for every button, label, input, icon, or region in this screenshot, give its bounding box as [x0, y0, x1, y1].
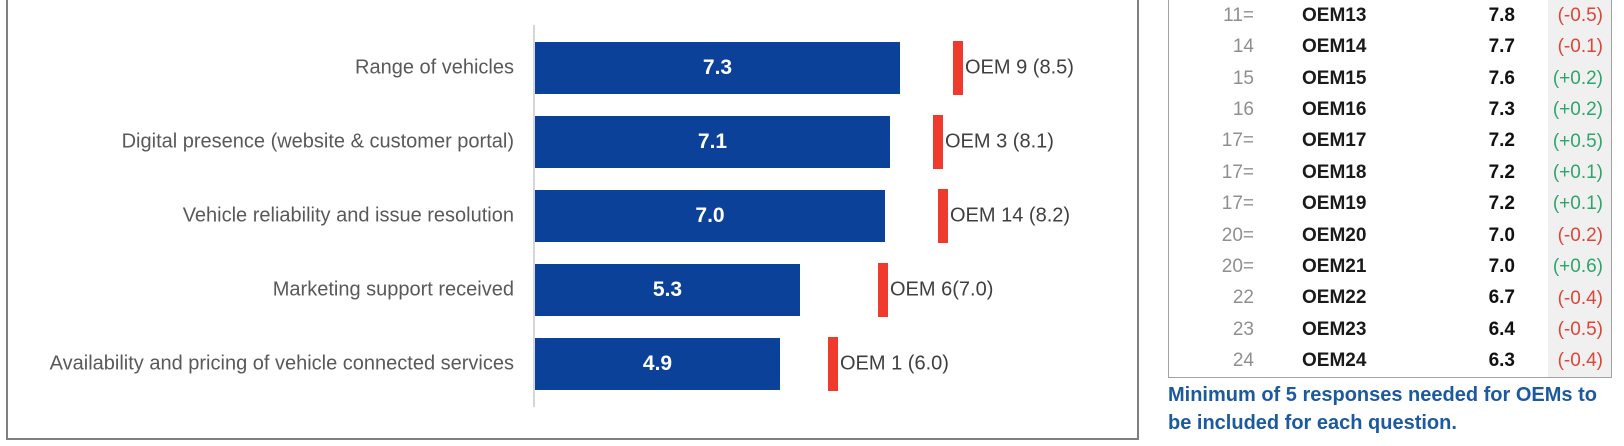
score-cell: 7.0 — [1488, 224, 1515, 246]
rank-cell: 24 — [1232, 350, 1254, 372]
rank-cell: 20= — [1221, 224, 1254, 246]
score-cell: 7.0 — [1488, 255, 1515, 277]
bar-value-label: 7.1 — [697, 130, 728, 153]
rank-cell: 23 — [1232, 318, 1254, 340]
delta-cell: (-0.1) — [1548, 31, 1611, 63]
rank-cell: 22 — [1232, 287, 1254, 309]
oem-name-cell: OEM23 — [1302, 318, 1367, 340]
rank-cell: 17= — [1221, 193, 1254, 215]
best-oem-label: OEM 6(7.0) — [890, 278, 994, 301]
chart-row: Range of vehicles 7.3 OEM 9 (8.5) — [8, 31, 1137, 105]
delta-cell: (-0.5) — [1548, 0, 1611, 32]
best-oem-marker — [878, 263, 888, 317]
table-row: 17= OEM19 7.2 (+0.1) — [1169, 188, 1611, 220]
oem-ranking-table: 11= OEM13 7.8 (-0.5) 14 OEM14 7.7 (-0.1) 15 OEM15… — [1168, 0, 1612, 378]
oem-name-cell: OEM14 — [1302, 36, 1367, 58]
table-row: 16 OEM16 7.3 (+0.2) — [1169, 94, 1611, 126]
chart-row: Digital presence (website & customer por… — [8, 105, 1137, 179]
chart-row: Marketing support received 5.3 OEM 6(7.0) — [8, 253, 1137, 327]
delta-cell: (+0.1) — [1548, 157, 1611, 189]
score-cell: 7.2 — [1488, 130, 1515, 152]
table-row: 17= OEM18 7.2 (+0.1) — [1169, 157, 1611, 189]
rank-cell: 14 — [1232, 36, 1254, 58]
oem-name-cell: OEM21 — [1302, 255, 1367, 277]
chart-baseline-axis — [533, 25, 535, 407]
rank-cell: 17= — [1221, 161, 1254, 183]
oem-name-cell: OEM20 — [1302, 224, 1367, 246]
table-row: 24 OEM24 6.3 (-0.4) — [1169, 345, 1611, 377]
category-label: Range of vehicles — [355, 56, 514, 79]
delta-cell: (+0.6) — [1548, 251, 1611, 283]
delta-cell: (-0.5) — [1548, 314, 1611, 346]
score-cell: 7.2 — [1488, 193, 1515, 215]
delta-cell: (-0.4) — [1548, 345, 1611, 377]
table-row: 17= OEM17 7.2 (+0.5) — [1169, 125, 1611, 158]
delta-cell: (+0.2) — [1548, 94, 1611, 126]
best-oem-label: OEM 9 (8.5) — [965, 56, 1074, 79]
oem-name-cell: OEM19 — [1302, 193, 1367, 215]
table-footnote: Minimum of 5 responses needed for OEMs t… — [1168, 381, 1618, 437]
table-row: 20= OEM20 7.0 (-0.2) — [1169, 219, 1611, 252]
oem-name-cell: OEM16 — [1302, 98, 1367, 120]
footnote-line-2: be included for each question. — [1168, 412, 1457, 434]
best-oem-label: OEM 1 (6.0) — [840, 352, 949, 375]
score-cell: 7.6 — [1488, 67, 1515, 89]
table-row: 23 OEM23 6.4 (-0.5) — [1169, 314, 1611, 346]
category-label: Availability and pricing of vehicle conn… — [49, 352, 514, 375]
oem-name-cell: OEM17 — [1302, 130, 1367, 152]
rank-cell: 15 — [1232, 67, 1254, 89]
delta-cell: (+0.5) — [1548, 125, 1611, 158]
chart-row: Vehicle reliability and issue resolution… — [8, 179, 1137, 253]
score-cell: 7.2 — [1488, 161, 1515, 183]
footnote-line-1: Minimum of 5 responses needed for OEMs t… — [1168, 384, 1597, 406]
oem-name-cell: OEM24 — [1302, 350, 1367, 372]
delta-cell: (-0.2) — [1548, 219, 1611, 252]
chart-row: Availability and pricing of vehicle conn… — [8, 327, 1137, 401]
rank-cell: 20= — [1221, 255, 1254, 277]
score-cell: 6.4 — [1488, 318, 1515, 340]
score-bar: 7.3 — [535, 42, 900, 94]
best-oem-marker — [953, 41, 963, 95]
oem-name-cell: OEM15 — [1302, 67, 1367, 89]
bar-value-label: 7.3 — [702, 56, 733, 79]
table-row: 22 OEM22 6.7 (-0.4) — [1169, 282, 1611, 315]
category-label: Vehicle reliability and issue resolution — [182, 204, 514, 227]
category-score-chart: Range of vehicles 7.3 OEM 9 (8.5) Digital p… — [6, 0, 1139, 440]
score-bar: 4.9 — [535, 338, 780, 390]
delta-cell: (+0.2) — [1548, 62, 1611, 95]
best-oem-marker — [938, 189, 948, 243]
rank-cell: 17= — [1221, 130, 1254, 152]
delta-cell: (-0.4) — [1548, 282, 1611, 315]
rank-cell: 11= — [1223, 4, 1254, 26]
best-oem-marker — [933, 115, 943, 169]
bar-value-label: 4.9 — [642, 352, 673, 375]
score-cell: 6.7 — [1488, 287, 1515, 309]
best-oem-label: OEM 14 (8.2) — [950, 204, 1071, 227]
table-row: 15 OEM15 7.6 (+0.2) — [1169, 62, 1611, 95]
score-cell: 7.8 — [1488, 4, 1515, 26]
oem-name-cell: OEM13 — [1302, 4, 1367, 26]
bar-value-label: 5.3 — [652, 278, 683, 301]
bar-value-label: 7.0 — [695, 204, 725, 227]
score-cell: 7.7 — [1488, 36, 1515, 58]
category-label: Digital presence (website & customer por… — [121, 130, 514, 153]
table-row: 11= OEM13 7.8 (-0.5) — [1169, 0, 1611, 32]
oem-name-cell: OEM22 — [1302, 287, 1367, 309]
score-bar: 7.0 — [535, 190, 885, 242]
rank-cell: 16 — [1232, 98, 1254, 120]
table-row: 20= OEM21 7.0 (+0.6) — [1169, 251, 1611, 283]
category-label: Marketing support received — [272, 278, 514, 301]
delta-cell: (+0.1) — [1548, 188, 1611, 220]
score-cell: 6.3 — [1488, 350, 1515, 372]
best-oem-label: OEM 3 (8.1) — [945, 130, 1054, 153]
table-row: 14 OEM14 7.7 (-0.1) — [1169, 31, 1611, 63]
score-bar: 5.3 — [535, 264, 800, 316]
best-oem-marker — [828, 337, 838, 391]
score-cell: 7.3 — [1488, 98, 1515, 120]
oem-name-cell: OEM18 — [1302, 161, 1367, 183]
score-bar: 7.1 — [535, 116, 890, 168]
